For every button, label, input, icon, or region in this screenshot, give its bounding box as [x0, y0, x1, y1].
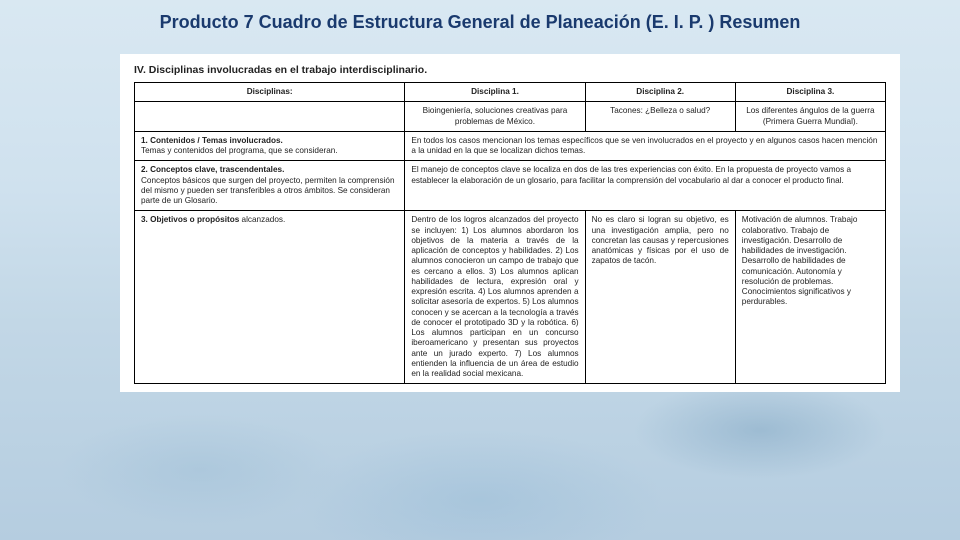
slide-background: Producto 7 Cuadro de Estructura General … — [0, 0, 960, 540]
subheader-0 — [135, 102, 405, 132]
row3-label-rest: alcanzados. — [239, 215, 285, 224]
table-header-row: Disciplinas: Disciplina 1. Disciplina 2.… — [135, 83, 886, 102]
col-header-2: Disciplina 2. — [585, 83, 735, 102]
col-header-0: Disciplinas: — [135, 83, 405, 102]
table-subheader-row: Bioingeniería, soluciones creativas para… — [135, 102, 886, 132]
row3-c2: Dentro de los logros alcanzados del proy… — [405, 211, 585, 384]
document-sheet: IV. Disciplinas involucradas en el traba… — [120, 54, 900, 392]
table-row: 3. Objetivos o propósitos alcanzados. De… — [135, 211, 886, 384]
subheader-3: Los diferentes ángulos de la guerra (Pri… — [735, 102, 885, 132]
row2-label-rest: Conceptos básicos que surgen del proyect… — [141, 176, 395, 206]
page-title: Producto 7 Cuadro de Estructura General … — [0, 12, 960, 33]
table-row: 2. Conceptos clave, trascendentales. Con… — [135, 161, 886, 211]
row1-merged: En todos los casos mencionan los temas e… — [405, 131, 886, 161]
row1-label-rest: Temas y contenidos del programa, que se … — [141, 146, 338, 155]
row1-label: 1. Contenidos / Temas involucrados. Tema… — [135, 131, 405, 161]
row2-label-bold: 2. Conceptos clave, trascendentales. — [141, 165, 284, 174]
col-header-1: Disciplina 1. — [405, 83, 585, 102]
col-header-3: Disciplina 3. — [735, 83, 885, 102]
row3-label-bold: 3. Objetivos o propósitos — [141, 215, 239, 224]
row3-c4: Motivación de alumnos. Trabajo colaborat… — [735, 211, 885, 384]
row3-label: 3. Objetivos o propósitos alcanzados. — [135, 211, 405, 384]
row1-label-bold: 1. Contenidos / Temas involucrados. — [141, 136, 283, 145]
section-header: IV. Disciplinas involucradas en el traba… — [134, 64, 886, 76]
row2-label: 2. Conceptos clave, trascendentales. Con… — [135, 161, 405, 211]
subheader-1: Bioingeniería, soluciones creativas para… — [405, 102, 585, 132]
disciplines-table: Disciplinas: Disciplina 1. Disciplina 2.… — [134, 82, 886, 384]
row3-c3: No es claro si logran su objetivo, es un… — [585, 211, 735, 384]
row2-merged: El manejo de conceptos clave se localiza… — [405, 161, 886, 211]
subheader-2: Tacones: ¿Belleza o salud? — [585, 102, 735, 132]
table-row: 1. Contenidos / Temas involucrados. Tema… — [135, 131, 886, 161]
